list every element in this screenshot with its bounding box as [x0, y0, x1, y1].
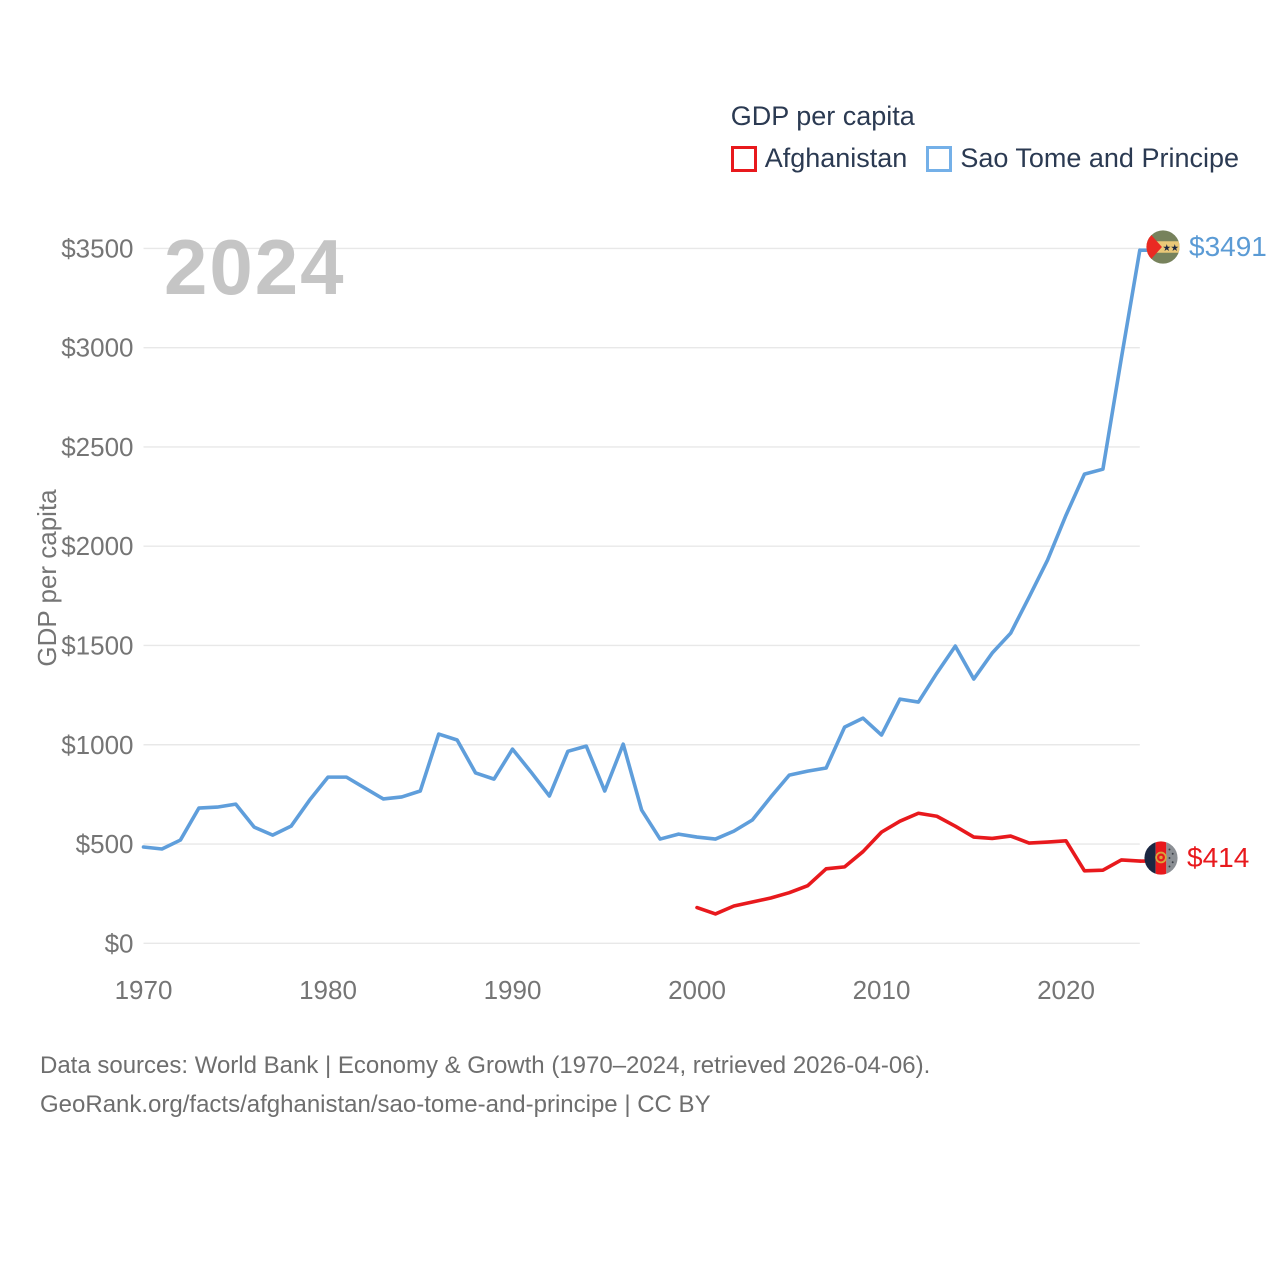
x-tick-label: 2020	[1037, 975, 1095, 1005]
legend-label-sao-tome: Sao Tome and Principe	[960, 143, 1239, 173]
legend-label-afghanistan: Afghanistan	[764, 143, 908, 173]
afghanistan-flag-icon	[1144, 841, 1178, 875]
sao-tome-swatch-icon	[926, 145, 953, 172]
legend-items: Afghanistan Sao Tome and Principe	[730, 143, 1239, 174]
y-tick-label: $1000	[61, 730, 133, 760]
y-tick-label: $3000	[61, 333, 133, 363]
data-sources-text: Data sources: World Bank | Economy & Gro…	[40, 1052, 931, 1079]
year-watermark: 2024	[164, 223, 346, 311]
sao-tome-value: $3491	[1189, 231, 1267, 262]
y-tick-label: $2000	[61, 531, 133, 561]
footer: Data sources: World Bank | Economy & Gro…	[40, 1046, 930, 1124]
svg-text:★: ★	[1170, 243, 1179, 254]
legend-title: GDP per capita	[730, 101, 915, 131]
svg-text:★: ★	[1162, 243, 1171, 254]
afghanistan-swatch-icon	[730, 145, 757, 172]
afghanistan-value: $414	[1187, 842, 1250, 873]
afghanistan-end-label: $414	[1144, 841, 1249, 875]
y-tick-label: $2500	[61, 432, 133, 462]
y-tick-label: $500	[76, 829, 134, 859]
series-line-afghanistan	[695, 811, 1142, 916]
x-tick-label: 2000	[668, 975, 726, 1005]
attribution-text: GeoRank.org/facts/afghanistan/sao-tome-a…	[40, 1091, 711, 1118]
x-tick-label: 1990	[484, 975, 542, 1005]
y-tick-label: $0	[105, 928, 134, 958]
y-tick-label: $1500	[61, 630, 133, 660]
legend: GDP per capita Afghanistan Sao Tome and …	[730, 101, 1239, 174]
x-tick-label: 2010	[853, 975, 911, 1005]
y-tick-label: $3500	[61, 233, 133, 263]
x-tick-label: 1970	[115, 975, 173, 1005]
sao-tome-end-label: ★ ★ $3491	[1146, 230, 1267, 264]
sao-tome-flag-icon: ★ ★	[1146, 230, 1180, 264]
legend-item-sao-tome[interactable]: Sao Tome and Principe	[926, 143, 1239, 174]
x-tick-label: 1980	[299, 975, 357, 1005]
legend-item-afghanistan[interactable]: Afghanistan	[730, 143, 908, 174]
series-line-sao-tome-and-principe	[141, 248, 1142, 851]
